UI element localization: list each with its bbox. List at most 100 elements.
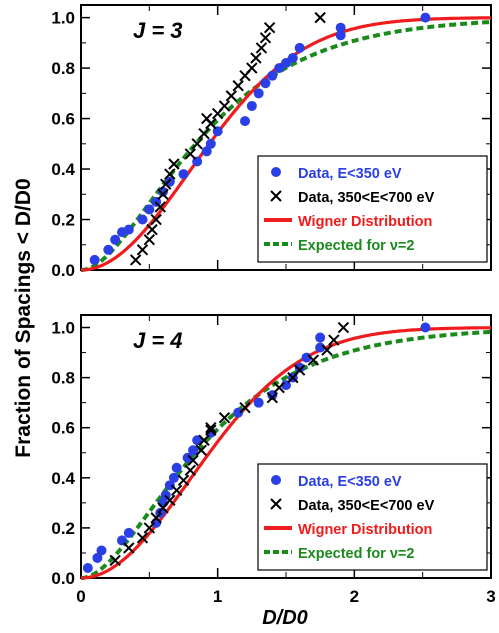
data-point-circle xyxy=(89,254,100,265)
data-point-circle xyxy=(192,435,203,446)
expected-nu2-curve xyxy=(81,329,491,580)
y-tick-label: 0.6 xyxy=(51,110,75,129)
data-point-circle xyxy=(205,138,216,149)
legend-entry: Data, 350<E<700 eV xyxy=(298,190,435,206)
data-point-x xyxy=(232,80,244,92)
data-point-circle xyxy=(123,527,134,538)
legend-marker-x xyxy=(270,498,282,510)
data-point-circle xyxy=(287,53,298,63)
data-point-x xyxy=(123,542,135,554)
data-point-x xyxy=(259,32,272,44)
y-tick-label: 0.0 xyxy=(51,569,75,588)
x-tick-label: 2 xyxy=(350,587,359,606)
data-point-x xyxy=(184,148,197,160)
data-point-x xyxy=(218,100,231,112)
data-point-x xyxy=(157,188,169,200)
legend-entry: Data, 350<E<700 eV xyxy=(298,498,435,514)
data-point-circle xyxy=(188,445,199,456)
data-point-x xyxy=(337,321,350,334)
data-point-x xyxy=(109,554,121,567)
legend-box xyxy=(257,463,488,571)
data-point-x xyxy=(168,158,180,170)
data-point-circle xyxy=(123,224,134,235)
y-axis-label: Fraction of Spacings < D/D0 xyxy=(12,178,35,457)
data-point-x xyxy=(136,532,149,544)
data-point-x xyxy=(205,422,217,434)
data-point-x xyxy=(307,354,320,366)
data-point-circle xyxy=(151,517,162,528)
y-tick-label: 1.0 xyxy=(51,9,75,28)
legend-marker-x xyxy=(270,190,282,202)
x-axis-label: D/D0 xyxy=(262,607,308,629)
data-point-circle xyxy=(110,234,121,245)
data-point-circle xyxy=(267,70,278,81)
data-point-x xyxy=(170,484,183,497)
data-point-x xyxy=(225,90,238,102)
y-tick-label: 0.8 xyxy=(51,59,75,78)
panel-label: J = 4 xyxy=(133,328,183,353)
data-point-x xyxy=(205,424,217,436)
data-point-circle xyxy=(253,397,264,408)
data-point-circle xyxy=(315,332,326,343)
x-tick-label: 1 xyxy=(213,587,222,606)
data-point-x xyxy=(184,464,197,477)
data-point-x xyxy=(195,444,207,456)
data-point-circle xyxy=(294,362,305,373)
data-point-x xyxy=(160,178,172,190)
y-tick-label: 0.0 xyxy=(51,261,75,280)
data-point-x xyxy=(143,234,156,246)
data-point-circle xyxy=(335,30,346,41)
y-tick-label: 0.8 xyxy=(51,369,75,388)
panel-label: J = 3 xyxy=(133,18,183,43)
data-point-x xyxy=(201,112,213,125)
panel-2: 0.0 0.2 0.4 0.6 0.8 1.0 0 1 2 3 J = 4 Data, E<350 e… xyxy=(51,314,496,606)
y-tick-label: 0.4 xyxy=(51,469,75,488)
data-point-x xyxy=(187,454,199,466)
data-point-circle xyxy=(260,78,271,89)
legend: Data, E<350 eV Data, 350<E<700 eV Wigner D… xyxy=(257,155,488,263)
legend-entry: Wigner Distribution xyxy=(298,522,432,538)
data-point-x xyxy=(150,213,162,226)
data-point-x xyxy=(250,52,262,64)
data-point-circle xyxy=(144,204,155,215)
data-point-x xyxy=(255,42,268,54)
data-point-x xyxy=(293,364,306,376)
data-point-x xyxy=(246,62,258,74)
data-point-circle xyxy=(335,22,346,33)
data-point-x xyxy=(198,434,210,446)
data-point-circle xyxy=(294,42,305,53)
legend-entry: Expected for ν=2 xyxy=(298,546,414,562)
data-point-circle xyxy=(420,322,431,333)
legend-entry: Data, E<350 eV xyxy=(298,474,402,490)
y-tick-label: 0.6 xyxy=(51,419,75,438)
data-point-circle xyxy=(92,552,103,563)
data-point-x xyxy=(164,494,176,507)
data-point-circle xyxy=(182,452,193,463)
data-point-x xyxy=(150,512,162,524)
x-tick-label: 3 xyxy=(486,587,495,606)
data-point-x xyxy=(146,223,158,236)
data-point-x xyxy=(198,128,210,140)
data-point-x xyxy=(154,201,166,213)
legend: Data, E<350 eV Data, 350<E<700 eV Wigner D… xyxy=(257,463,488,571)
legend-marker-circle xyxy=(271,167,281,177)
legend-entry: Wigner Distribution xyxy=(298,214,432,230)
data-point-circle xyxy=(233,407,244,418)
data-point-x xyxy=(314,11,326,24)
data-point-circle xyxy=(420,12,431,23)
legend-entry: Data, E<350 eV xyxy=(298,166,402,182)
data-point-x xyxy=(143,522,156,534)
data-point-x xyxy=(129,254,142,266)
data-point-circle xyxy=(137,214,148,225)
y-tick-label: 1.0 xyxy=(51,319,75,338)
data-point-circle xyxy=(178,169,189,180)
y-tick-label: 0.4 xyxy=(51,160,75,179)
data-point-circle xyxy=(246,100,257,111)
legend-marker-circle xyxy=(271,475,281,485)
data-point-circle xyxy=(168,472,179,483)
data-point-x xyxy=(273,381,285,394)
data-point-circle xyxy=(281,58,291,69)
data-point-circle xyxy=(158,186,168,197)
